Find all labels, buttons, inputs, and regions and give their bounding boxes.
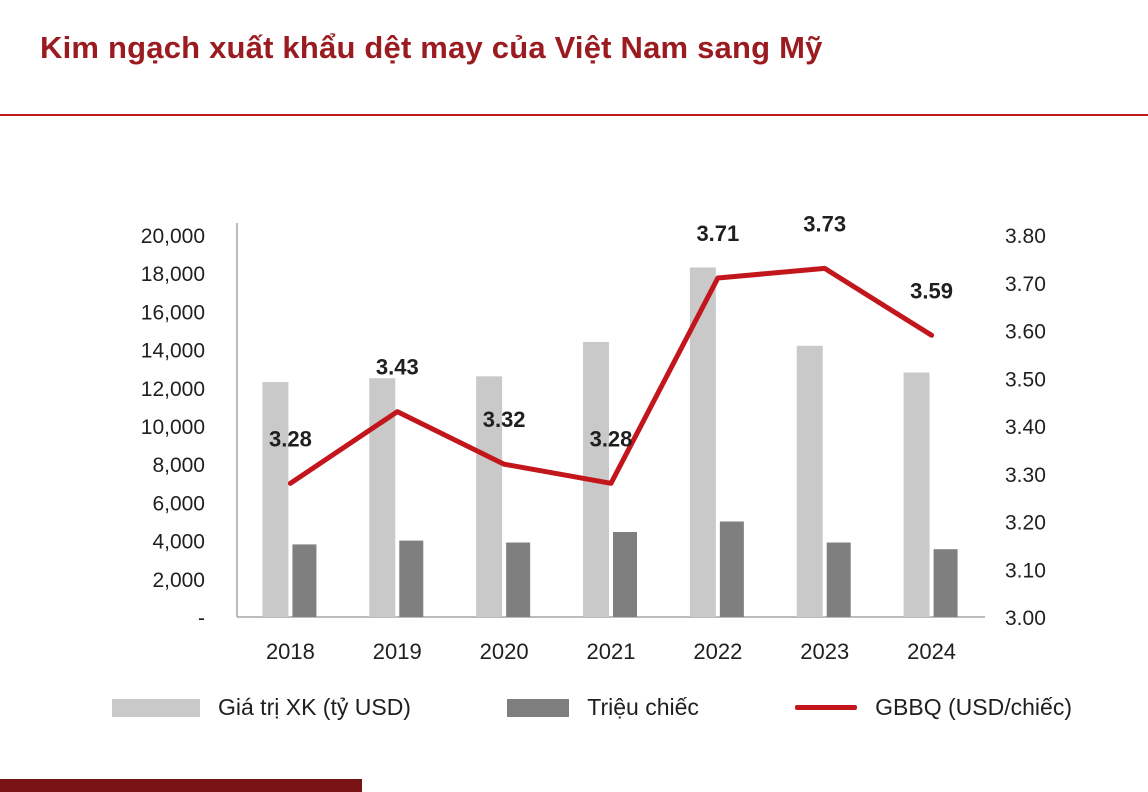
title-divider [0,114,1148,116]
chart-legend: Giá trị XK (tỷ USD) Triệu chiếc GBBQ (US… [112,694,1072,721]
combo-chart: - 2,000 4,000 6,000 8,000 10,000 12,000 14,000 1… [141,211,1046,664]
bar-million-pieces [826,542,851,617]
legend-label-export-value: Giá trị XK (tỷ USD) [218,694,411,720]
bar-export-value [262,382,289,617]
left-axis-tick: - [198,607,205,630]
bar-million-pieces [292,544,317,617]
x-axis-label: 2018 [266,639,315,664]
left-axis-tick: 20,000 [141,225,205,248]
page-title: Kim ngạch xuất khẩu dệt may của Việt Nam… [40,30,823,65]
gbbq-line [287,265,935,486]
legend-item-export-value: Giá trị XK (tỷ USD) [112,694,411,721]
left-axis-tick: 12,000 [141,378,205,401]
bar-million-pieces [719,521,744,617]
right-axis-tick: 3.00 [1005,607,1046,630]
line-data-label: 3.71 [696,221,739,246]
legend-label-million-pieces: Triệu chiếc [587,694,699,720]
right-axis-tick: 3.60 [1005,321,1046,344]
left-axis-tick: 2,000 [152,569,205,592]
left-axis-tick: 16,000 [141,301,205,324]
left-axis-tick: 18,000 [141,263,205,286]
legend-swatch-million-pieces [507,698,570,717]
right-axis-tick: 3.20 [1005,512,1046,535]
footer-accent-bar [0,779,362,792]
x-axis-label: 2023 [800,639,849,664]
legend-swatch-gbbq-line [795,705,858,710]
bar-export-value [903,372,930,617]
line-data-label: 3.43 [376,355,419,380]
right-axis-tick: 3.70 [1005,273,1046,296]
x-axis-label: 2024 [907,639,956,664]
line-data-label: 3.59 [910,278,953,303]
legend-label-gbbq: GBBQ (USD/chiếc) [875,694,1072,720]
right-axis-tick: 3.30 [1005,464,1046,487]
bar-million-pieces [506,542,531,617]
legend-item-gbbq: GBBQ (USD/chiếc) [795,694,1072,721]
bar-million-pieces [613,532,637,617]
left-axis-tick: 6,000 [152,492,205,515]
left-axis-tick: 14,000 [141,340,205,363]
x-axis-label: 2021 [587,639,636,664]
x-axis-label: 2019 [373,639,422,664]
right-axis-tick: 3.50 [1005,368,1046,391]
left-axis-tick: 8,000 [152,454,205,477]
left-axis-tick: 4,000 [152,531,205,554]
line-data-label: 3.28 [269,426,312,451]
left-axis-tick: 10,000 [141,416,205,439]
right-axis-tick: 3.80 [1005,225,1046,248]
right-axis-tick: 3.40 [1005,416,1046,439]
x-axis-label: 2022 [693,639,742,664]
line-data-label: 3.28 [590,426,633,451]
line-data-label: 3.73 [803,211,846,236]
bar-million-pieces [399,540,424,617]
x-axis-label: 2020 [480,639,529,664]
bar-million-pieces [933,549,958,617]
right-axis-tick: 3.10 [1005,559,1046,582]
bar-export-value [796,345,823,617]
legend-item-million-pieces: Triệu chiếc [507,694,699,721]
legend-swatch-export-value [112,698,200,717]
line-data-label: 3.32 [483,407,526,432]
bar-export-value [476,376,503,617]
chart-area: - 2,000 4,000 6,000 8,000 10,000 12,000 14,000 1… [0,205,1148,675]
